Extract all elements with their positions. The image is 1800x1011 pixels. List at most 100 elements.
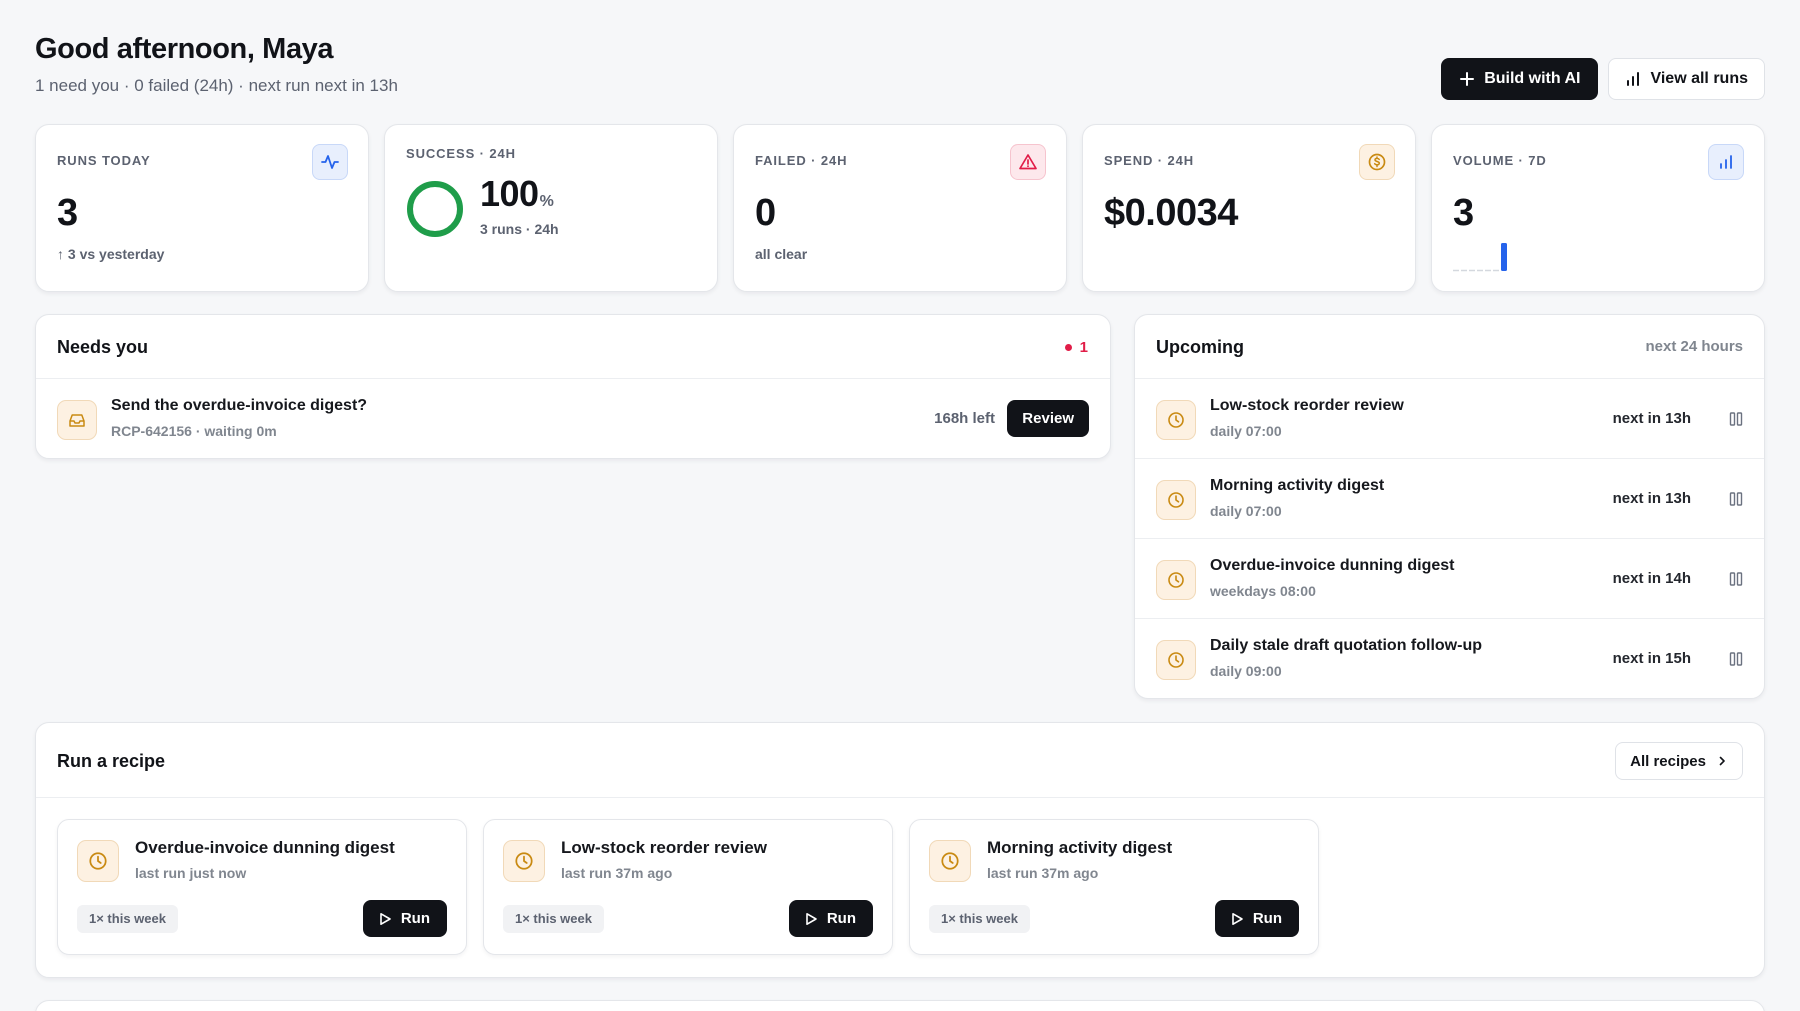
kpi-failed: FAILED · 24H 0 all clear	[733, 124, 1067, 292]
upcoming-item[interactable]: Morning activity digest daily 07:00 next…	[1135, 459, 1764, 539]
inbox-icon	[57, 400, 97, 440]
view-all-runs-button[interactable]: View all runs	[1608, 58, 1765, 100]
pause-icon[interactable]	[1729, 410, 1743, 428]
time-left: 168h left	[934, 410, 995, 427]
pause-icon[interactable]	[1729, 490, 1743, 508]
kpi-sub: 3 runs · 24h	[480, 221, 559, 237]
volume-sparkline	[1453, 243, 1507, 272]
upcoming-item-schedule: daily 07:00	[1210, 503, 1282, 519]
recipe-title: Morning activity digest	[987, 838, 1173, 857]
run-label: Run	[400, 910, 430, 927]
kpi-runs-today: RUNS TODAY 3 ↑ 3 vs yesterday	[35, 124, 369, 292]
upcoming-item-next: next in 14h	[1612, 570, 1691, 587]
clock-icon	[1156, 560, 1196, 600]
run-button[interactable]: Run	[788, 900, 873, 937]
kpi-unit: %	[539, 193, 554, 210]
run-button[interactable]: Run	[362, 900, 447, 937]
upcoming-item-next: next in 13h	[1612, 410, 1691, 427]
kpi-value: 3	[57, 192, 78, 234]
clock-icon	[503, 840, 545, 882]
view-all-runs-label: View all runs	[1650, 70, 1748, 87]
kpi-label: FAILED · 24H	[755, 153, 848, 168]
bar-chart-icon	[1627, 72, 1640, 86]
needs-you-item[interactable]: Send the overdue-invoice digest? RCP-642…	[36, 379, 1110, 459]
kpi-label: RUNS TODAY	[57, 153, 151, 168]
clock-icon	[1156, 640, 1196, 680]
kpi-sub: all clear	[755, 246, 808, 262]
kpi-label: SPEND · 24H	[1104, 153, 1195, 168]
all-recipes-label: All recipes	[1630, 752, 1706, 770]
run-button[interactable]: Run	[1214, 900, 1299, 937]
recipe-title: Overdue-invoice dunning digest	[135, 838, 395, 857]
recipe-last-run: last run just now	[135, 865, 247, 881]
kpi-value: $0.0034	[1104, 192, 1238, 234]
kpi-success: SUCCESS · 24H 100 % 3 runs · 24h	[384, 124, 718, 292]
recipe-frequency-badge: 1× this week	[503, 905, 604, 933]
panel-title: Upcoming	[1156, 337, 1244, 357]
kpi-trend: ↑ 3 vs yesterday	[57, 246, 165, 262]
plus-icon	[1460, 72, 1475, 86]
kpi-spend: SPEND · 24H $0.0034	[1082, 124, 1416, 292]
recipe-last-run: last run 37m ago	[561, 865, 673, 881]
play-icon	[1232, 912, 1243, 925]
play-icon	[380, 912, 391, 925]
recipe-card[interactable]: Overdue-invoice dunning digest last run …	[57, 819, 467, 955]
upcoming-range: next 24 hours	[1645, 338, 1743, 355]
coin-icon	[1359, 144, 1395, 180]
next-panel	[35, 1000, 1765, 1011]
upcoming-item[interactable]: Overdue-invoice dunning digest weekdays …	[1135, 539, 1764, 619]
review-button[interactable]: Review	[1007, 400, 1089, 437]
clock-icon	[1156, 480, 1196, 520]
recipe-frequency-badge: 1× this week	[77, 905, 178, 933]
clock-icon	[929, 840, 971, 882]
page-header: Good afternoon, Maya 1 need you · 0 fail…	[35, 30, 1765, 102]
build-with-ai-button[interactable]: Build with AI	[1441, 58, 1599, 100]
upcoming-item[interactable]: Daily stale draft quotation follow-up da…	[1135, 619, 1764, 699]
clock-icon	[77, 840, 119, 882]
needs-you-count-badge: 1	[1064, 339, 1088, 356]
kpi-volume: VOLUME · 7D 3	[1431, 124, 1765, 292]
pause-icon[interactable]	[1729, 650, 1743, 668]
kpi-value: 3	[1453, 192, 1474, 234]
upcoming-item-next: next in 15h	[1612, 650, 1691, 667]
clock-icon	[1156, 400, 1196, 440]
upcoming-panel: Upcoming next 24 hours Low-stock reorder…	[1134, 314, 1765, 699]
page-title: Good afternoon, Maya	[35, 33, 334, 65]
activity-icon	[312, 144, 348, 180]
pause-icon[interactable]	[1729, 570, 1743, 588]
upcoming-item-title: Low-stock reorder review	[1210, 397, 1404, 414]
recipe-title: Low-stock reorder review	[561, 838, 767, 857]
panel-title: Run a recipe	[57, 751, 166, 771]
upcoming-item-schedule: weekdays 08:00	[1210, 583, 1316, 599]
recipe-card[interactable]: Low-stock reorder review last run 37m ag…	[483, 819, 893, 955]
play-icon	[806, 912, 817, 925]
upcoming-item-title: Morning activity digest	[1210, 477, 1385, 494]
upcoming-item-next: next in 13h	[1612, 490, 1691, 507]
run-label: Run	[1252, 910, 1282, 927]
upcoming-item-title: Overdue-invoice dunning digest	[1210, 557, 1455, 574]
kpi-row: RUNS TODAY 3 ↑ 3 vs yesterday SUCCESS · …	[35, 124, 1765, 292]
warning-icon	[1010, 144, 1046, 180]
upcoming-item-title: Daily stale draft quotation follow-up	[1210, 637, 1482, 654]
kpi-label: SUCCESS · 24H	[406, 146, 516, 161]
panel-title: Needs you	[57, 337, 149, 357]
recipe-frequency-badge: 1× this week	[929, 905, 1030, 933]
recipe-card[interactable]: Morning activity digest last run 37m ago…	[909, 819, 1319, 955]
needs-you-item-title: Send the overdue-invoice digest?	[111, 397, 368, 414]
build-with-ai-label: Build with AI	[1484, 70, 1581, 87]
needs-you-panel: Needs you 1 Send the overdue-invoice dig…	[35, 314, 1111, 459]
recipe-last-run: last run 37m ago	[987, 865, 1099, 881]
all-recipes-button[interactable]: All recipes	[1615, 742, 1743, 780]
run-label: Run	[826, 910, 856, 927]
kpi-value: 100	[480, 173, 539, 214]
needs-you-count: 1	[1079, 339, 1088, 356]
status-summary: 1 need you · 0 failed (24h) · next run n…	[35, 76, 398, 95]
bar-chart-icon	[1708, 144, 1744, 180]
kpi-label: VOLUME · 7D	[1453, 153, 1547, 168]
needs-you-item-sub: RCP-642156 · waiting 0m	[111, 423, 277, 439]
upcoming-item-schedule: daily 07:00	[1210, 423, 1282, 439]
upcoming-item[interactable]: Low-stock reorder review daily 07:00 nex…	[1135, 379, 1764, 459]
chevron-right-icon	[1719, 756, 1725, 766]
run-recipe-panel: Run a recipe All recipes Overdue-invoice…	[35, 722, 1765, 978]
kpi-value: 0	[755, 192, 776, 234]
